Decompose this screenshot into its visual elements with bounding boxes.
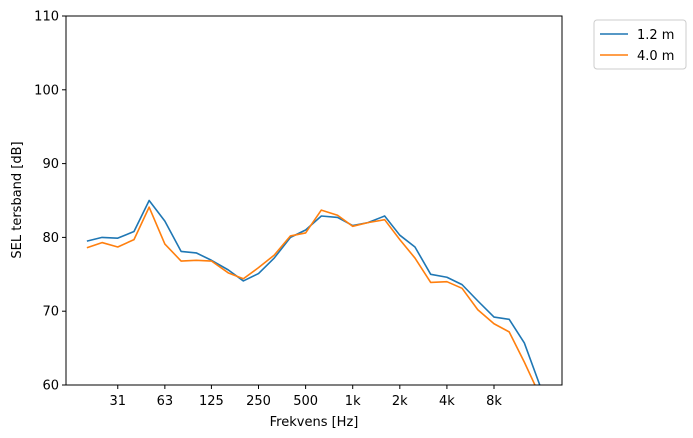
y-tick-label: 70 xyxy=(42,305,59,320)
y-tick-label: 100 xyxy=(34,83,59,98)
x-tick-label: 2k xyxy=(392,394,408,409)
plot-frame xyxy=(65,15,563,386)
legend-label: 4.0 m xyxy=(637,49,674,64)
series-line-1 xyxy=(86,199,541,385)
x-tick-label: 4k xyxy=(439,394,455,409)
legend-box xyxy=(593,19,687,70)
x-axis-label: Frekvens [Hz] xyxy=(270,415,359,430)
x-tick-label: 500 xyxy=(293,394,318,409)
x-axis: 31 63 125 250 500 1k 2k 4k 8k xyxy=(109,385,502,409)
y-tick-label: 90 xyxy=(42,157,59,172)
x-tick-label: 250 xyxy=(246,394,271,409)
y-axis: 60 70 80 90 100 110 xyxy=(34,10,66,394)
y-axis-label: SEL tersband [dB] xyxy=(10,141,25,258)
y-tick-label: 80 xyxy=(42,231,59,246)
y-tick-label: 110 xyxy=(34,10,59,25)
x-tick-label: 125 xyxy=(199,394,224,409)
series-line-2 xyxy=(86,206,536,385)
x-tick-label: 31 xyxy=(109,394,126,409)
x-tick-label: 1k xyxy=(345,394,361,409)
legend: 1.2 m 4.0 m xyxy=(593,19,687,70)
legend-label: 1.2 m xyxy=(637,28,674,43)
series-layer xyxy=(86,199,541,385)
x-tick-label: 63 xyxy=(157,394,174,409)
x-tick-label: 8k xyxy=(486,394,502,409)
y-tick-label: 60 xyxy=(42,379,59,394)
